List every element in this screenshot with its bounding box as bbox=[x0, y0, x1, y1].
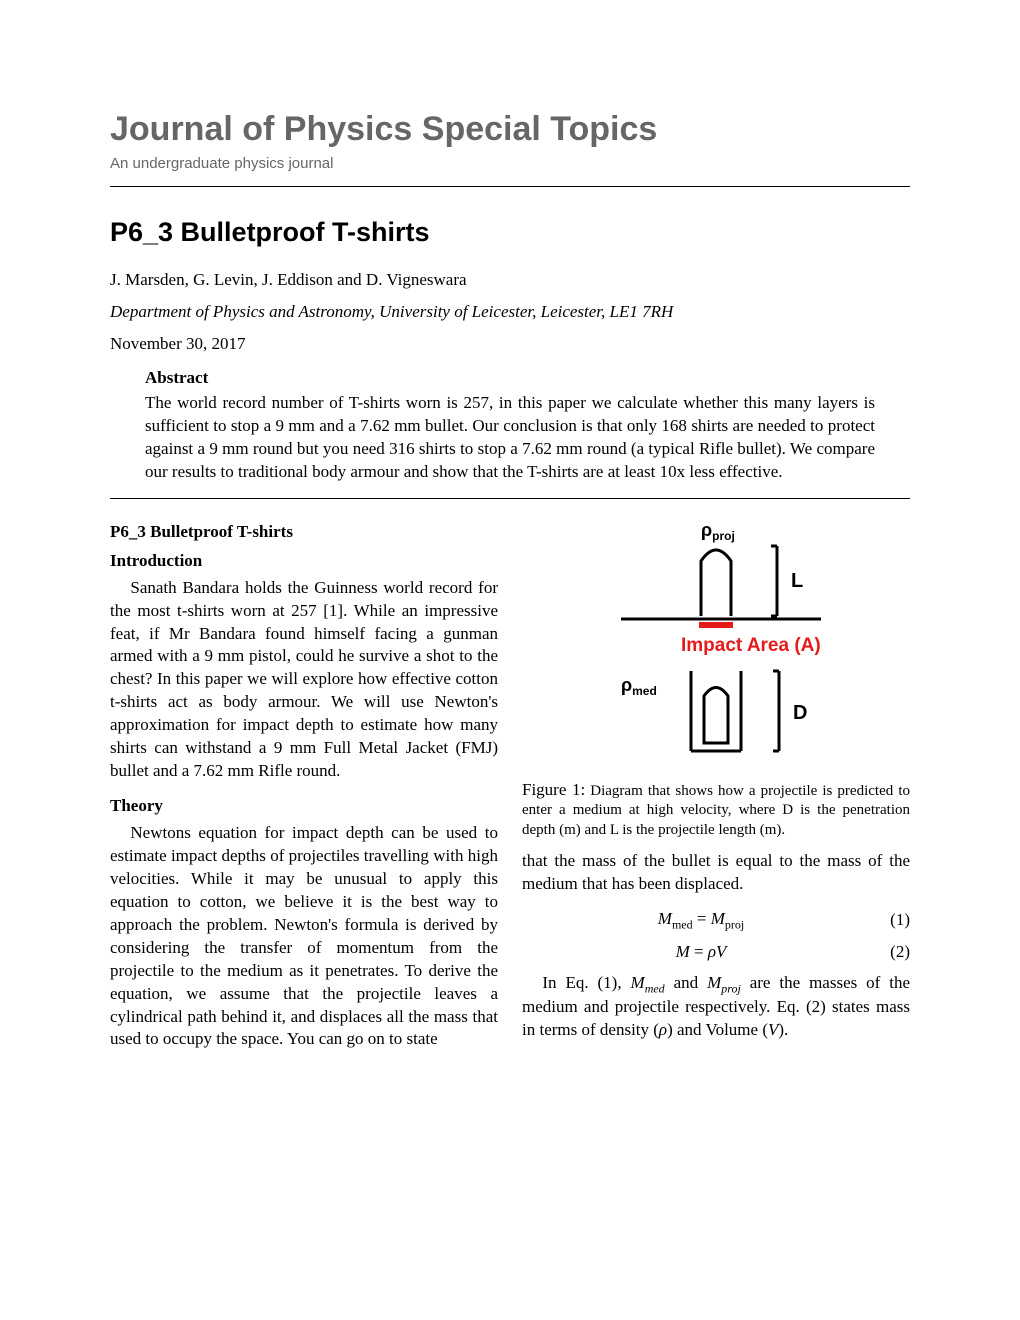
p2-m1: M bbox=[631, 973, 645, 992]
eq1-lhs-sub: med bbox=[672, 918, 693, 932]
eq1-rhs: M bbox=[711, 909, 725, 928]
fig-L: L bbox=[791, 570, 803, 592]
equation-2-number: (2) bbox=[880, 941, 910, 964]
p2-rho: ρ bbox=[659, 1020, 667, 1039]
left-column: P6_3 Bulletproof T-shirts Introduction S… bbox=[110, 521, 498, 1064]
p2-m2-sub: proj bbox=[721, 981, 741, 995]
abstract-block: Abstract The world record number of T-sh… bbox=[110, 368, 910, 484]
theory-heading: Theory bbox=[110, 795, 498, 818]
p2a: In Eq. (1), bbox=[542, 973, 630, 992]
equation-1-number: (1) bbox=[880, 909, 910, 932]
fig-rho-proj: ρ bbox=[701, 521, 712, 540]
p2b: and bbox=[665, 973, 707, 992]
figure-1-caption: Figure 1: Diagram that shows how a proje… bbox=[522, 779, 910, 841]
eq1-lhs: M bbox=[658, 909, 672, 928]
p2e: ). bbox=[778, 1020, 788, 1039]
figure-1-diagram: ρproj L Impact Area (A) ρmed D bbox=[561, 521, 871, 771]
fig-rho-med-sub: med bbox=[632, 684, 657, 698]
right-para-2: In Eq. (1), Mmed and Mproj are the masse… bbox=[522, 972, 910, 1042]
equation-2-body: M = ρV bbox=[522, 941, 880, 964]
section-label: P6_3 Bulletproof T-shirts bbox=[110, 521, 498, 544]
svg-text:ρproj: ρproj bbox=[701, 521, 735, 543]
intro-paragraph: Sanath Bandara holds the Guinness world … bbox=[110, 577, 498, 783]
fig-D: D bbox=[793, 702, 807, 724]
fig-impact-label: Impact Area (A) bbox=[681, 635, 821, 656]
affiliation: Department of Physics and Astronomy, Uni… bbox=[110, 302, 910, 322]
p2-m1-sub: med bbox=[645, 981, 665, 995]
paper-date: November 30, 2017 bbox=[110, 334, 910, 354]
equation-1-body: Mmed = Mproj bbox=[522, 908, 880, 933]
eq1-eq: = bbox=[693, 909, 711, 928]
journal-subtitle: An undergraduate physics journal bbox=[110, 155, 910, 172]
intro-heading: Introduction bbox=[110, 550, 498, 573]
eq1-rhs-sub: proj bbox=[725, 918, 744, 932]
theory-paragraph: Newtons equation for impact depth can be… bbox=[110, 822, 498, 1051]
right-column: ρproj L Impact Area (A) ρmed D Figure 1:… bbox=[522, 521, 910, 1064]
divider-mid bbox=[110, 498, 910, 499]
paper-title: P6_3 Bulletproof T-shirts bbox=[110, 217, 910, 248]
p2d: ) and Volume ( bbox=[667, 1020, 768, 1039]
eq2-rhs: ρV bbox=[708, 942, 727, 961]
eq2-eq: = bbox=[690, 942, 708, 961]
divider-top bbox=[110, 186, 910, 187]
p2-m2: M bbox=[707, 973, 721, 992]
journal-title: Journal of Physics Special Topics bbox=[110, 110, 910, 149]
p2-V: V bbox=[768, 1020, 778, 1039]
figure-caption-lead: Figure 1: bbox=[522, 780, 585, 799]
figure-1: ρproj L Impact Area (A) ρmed D Figure 1:… bbox=[522, 521, 910, 841]
abstract-heading: Abstract bbox=[145, 368, 875, 388]
right-para-1: that the mass of the bullet is equal to … bbox=[522, 850, 910, 896]
authors: J. Marsden, G. Levin, J. Eddison and D. … bbox=[110, 270, 910, 290]
equation-2: M = ρV (2) bbox=[522, 941, 910, 964]
fig-rho-med: ρ bbox=[621, 675, 632, 695]
abstract-text: The world record number of T-shirts worn… bbox=[145, 392, 875, 484]
equation-1: Mmed = Mproj (1) bbox=[522, 908, 910, 933]
svg-text:ρmed: ρmed bbox=[621, 675, 657, 698]
eq2-lhs: M bbox=[676, 942, 690, 961]
two-column-layout: P6_3 Bulletproof T-shirts Introduction S… bbox=[110, 521, 910, 1064]
fig-rho-proj-sub: proj bbox=[712, 529, 735, 543]
